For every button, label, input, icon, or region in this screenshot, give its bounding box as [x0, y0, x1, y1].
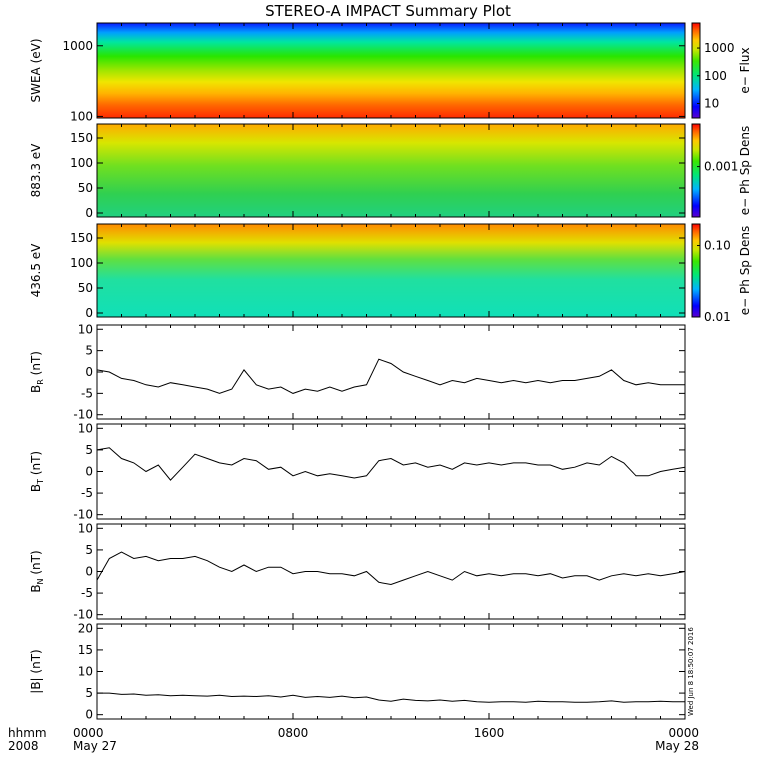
y-tick-label: -5	[81, 486, 93, 500]
colorbar-tick-label: 0.10	[704, 239, 731, 253]
y-tick-label: 1000	[62, 39, 93, 53]
colorbar-tick-label: 0.001	[704, 160, 738, 174]
y-tick-label: 150	[70, 131, 93, 145]
series-line-5-0	[96, 551, 686, 586]
y-axis-label-3: BR (nT)	[29, 351, 45, 393]
swea-spectrogram-image	[97, 23, 685, 118]
y-tick-label: 5	[85, 686, 93, 700]
colorbar-tick-label: 1000	[704, 41, 735, 55]
series-line-4-0	[96, 447, 686, 481]
colorbar-1	[691, 123, 701, 218]
time-axis-year-label: 2008	[8, 739, 39, 753]
y-tick-label: 0	[85, 708, 93, 722]
y-tick-label: 50	[78, 181, 93, 195]
y-tick-label: 10	[78, 665, 93, 679]
y-tick-label: -10	[73, 408, 93, 422]
time-tick-label: 0800	[278, 726, 309, 740]
y-tick-label: 100	[70, 109, 93, 123]
y-tick-label: 0	[85, 306, 93, 320]
y-axis-label-0: SWEA (eV)	[29, 38, 43, 102]
y-axis-label-6: |B| (nT)	[29, 649, 43, 693]
y-tick-label: 10	[78, 421, 93, 435]
y-tick-label: 0	[85, 465, 93, 479]
y-tick-label: 5	[85, 443, 93, 457]
y-tick-label: 0	[85, 206, 93, 220]
y-tick-label: 5	[85, 344, 93, 358]
y-tick-label: -5	[81, 586, 93, 600]
time-tick-label: 0000	[73, 726, 104, 740]
y-tick-label: 0	[85, 365, 93, 379]
y-axis-label-4: BT (nT)	[29, 451, 45, 492]
y-tick-label: 5	[85, 543, 93, 557]
y-tick-label: 10	[78, 322, 93, 336]
panel-frame-5	[96, 523, 686, 620]
colorbar-tick-label: 10	[704, 97, 719, 111]
pad-436-image	[97, 224, 685, 317]
generation-stamp: Wed Jun 8 18:50:07 2016	[687, 627, 695, 716]
y-tick-label: 20	[78, 621, 93, 635]
panel-frame-3	[96, 324, 686, 420]
colorbar-tick-label: 100	[704, 69, 727, 83]
colorbar-label-2: e− Ph Sp Dens	[738, 226, 752, 315]
y-tick-label: 100	[70, 256, 93, 270]
chart-title: STEREO-A IMPACT Summary Plot	[265, 2, 511, 20]
y-axis-label-2: 436.5 eV	[29, 243, 43, 298]
time-axis-row-label: hhmm	[8, 726, 47, 740]
y-axis-label-1: 883.3 eV	[29, 143, 43, 198]
colorbar-label-1: e− Ph Sp Dens	[738, 126, 752, 215]
y-tick-label: 10	[78, 521, 93, 535]
y-tick-label: -10	[73, 508, 93, 522]
colorbar-tick-label: 0.01	[704, 310, 731, 324]
pad-436-panel	[97, 224, 685, 317]
time-tick-label: 1600	[474, 726, 505, 740]
swea-spectrogram-panel	[97, 23, 685, 118]
panel-frame-4	[96, 423, 686, 520]
pad-883-panel	[97, 124, 685, 217]
y-tick-label: 150	[70, 231, 93, 245]
y-axis-label-5: BN (nT)	[29, 550, 45, 592]
pad-883-image	[97, 124, 685, 217]
y-tick-label: 100	[70, 156, 93, 170]
y-tick-label: 50	[78, 281, 93, 295]
series-line-6-0	[97, 692, 685, 703]
series-line-3-0	[96, 358, 685, 394]
colorbar-label-0: e− Flux	[738, 47, 752, 93]
y-tick-label: -10	[73, 608, 93, 622]
panel-frame-6	[96, 623, 686, 720]
colorbar-2	[691, 223, 701, 318]
time-tick-label: 0000	[668, 726, 699, 740]
y-tick-label: -5	[81, 386, 93, 400]
y-tick-label: 0	[85, 565, 93, 579]
y-tick-label: 15	[78, 643, 93, 657]
time-tick-date: May 27	[73, 739, 117, 753]
colorbar-0	[691, 22, 701, 119]
time-tick-date: May 28	[655, 739, 699, 753]
